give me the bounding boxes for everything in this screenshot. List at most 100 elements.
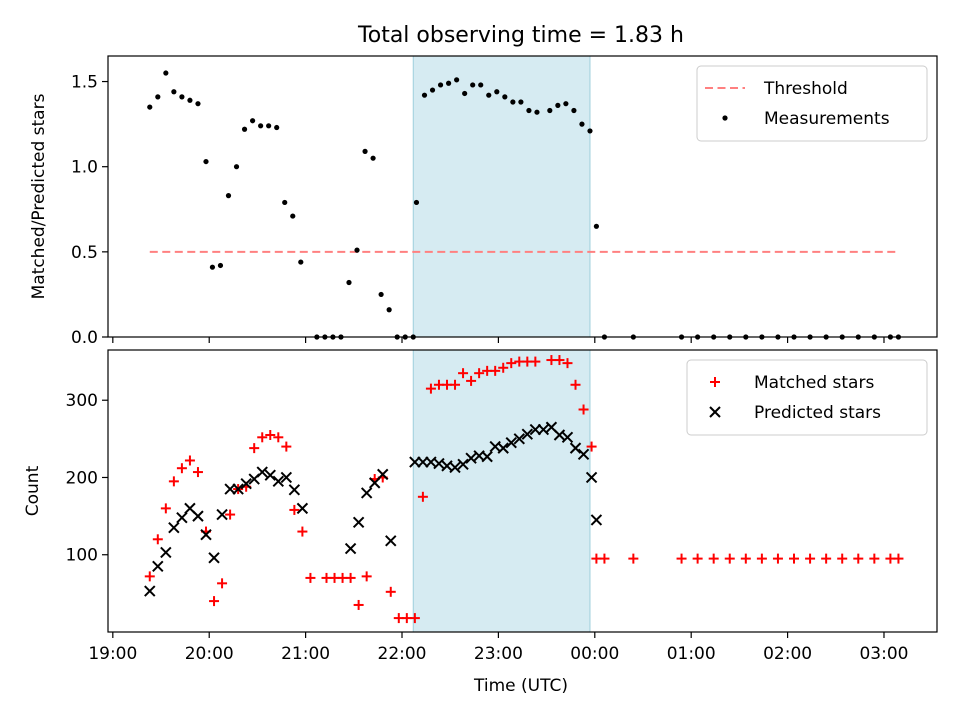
legend-label: Threshold (763, 79, 848, 99)
data-point-stroke-b (352, 516, 365, 528)
data-point-stroke-b (264, 469, 276, 481)
data-point (370, 155, 376, 161)
data-point (274, 124, 280, 131)
data-point (258, 123, 264, 129)
data-point-stroke-b (216, 508, 228, 521)
data-point (450, 379, 461, 390)
data-point-stroke-b (168, 521, 180, 534)
y-tick-label: 300 (66, 391, 98, 411)
data-point (361, 571, 372, 582)
data-point (497, 442, 509, 454)
data-point (590, 514, 603, 526)
data-point (289, 504, 300, 515)
legend-label: Matched stars (754, 373, 874, 393)
data-point (571, 107, 577, 114)
y-tick-label: 0.0 (71, 328, 98, 348)
data-point (192, 510, 204, 522)
data-point (577, 448, 590, 461)
count-panel: 100 200 300 19:00 20:00 21:00 22:00 23:00 00:00 0… (23, 349, 938, 664)
data-point (353, 599, 364, 610)
data-point (518, 99, 524, 105)
data-point (266, 123, 272, 129)
data-point (465, 452, 477, 464)
data-point (209, 596, 220, 607)
data-point (176, 463, 187, 474)
data-point (563, 101, 569, 107)
data-point (176, 511, 188, 524)
data-point (586, 441, 597, 452)
data-point (265, 429, 276, 440)
data-point (457, 458, 469, 471)
data-point (449, 461, 461, 474)
data-point (562, 358, 573, 369)
data-point (805, 553, 816, 564)
data-point (241, 126, 248, 132)
legend-swatch-stroke-b (709, 406, 721, 418)
data-point (628, 553, 639, 564)
data-point (521, 428, 534, 440)
data-point-stroke-b (537, 423, 550, 436)
data-point (184, 455, 195, 466)
data-point-stroke-b (272, 475, 285, 488)
y-tick-label: 1.0 (71, 158, 98, 178)
data-point (386, 307, 392, 313)
data-point (160, 503, 171, 514)
data-point (587, 128, 593, 134)
data-point (481, 450, 493, 463)
data-point (377, 468, 389, 481)
data-point (498, 362, 509, 373)
data-point-stroke-b (184, 502, 196, 515)
legend: Threshold Measurements (696, 65, 928, 142)
data-point (470, 82, 476, 88)
data-point (692, 553, 703, 564)
chart-title: Total observing time = 1.83 h (357, 23, 684, 48)
data-point (225, 193, 232, 199)
data-point-stroke-b (240, 477, 252, 490)
x-tick-label: 00:00 (570, 644, 619, 664)
data-point-stroke-b (561, 431, 574, 444)
data-point (837, 553, 848, 564)
data-point (192, 467, 203, 478)
data-point (506, 358, 517, 369)
data-point (297, 526, 308, 537)
data-point (232, 483, 244, 495)
data-point (147, 104, 153, 110)
data-point (144, 585, 156, 597)
data-point (478, 82, 484, 88)
data-point (561, 431, 574, 444)
data-point (152, 534, 163, 545)
y-tick-label: 100 (66, 546, 98, 566)
ratio-panel: 0.0 0.5 1.0 1.5 Matched/Predicted stars Thres… (29, 55, 938, 348)
y-axis-label: Matched/Predicted stars (29, 93, 49, 299)
data-point (433, 457, 445, 470)
data-point (869, 553, 880, 564)
data-point-stroke-b (553, 429, 566, 441)
data-point (233, 164, 240, 170)
x-tick-label: 23:00 (474, 644, 523, 664)
series-predicted-stars (144, 421, 603, 597)
data-point (437, 82, 444, 88)
data-point (305, 572, 316, 583)
data-point (569, 442, 582, 454)
legend-swatch (722, 115, 728, 121)
data-point (240, 477, 252, 490)
observing-window-span (412, 349, 591, 633)
data-point (288, 484, 301, 496)
x-tick-label: 22:00 (378, 644, 427, 664)
data-point (163, 70, 169, 76)
data-point (534, 109, 540, 115)
data-point (249, 443, 260, 454)
data-point-stroke-b (481, 450, 493, 463)
data-point-stroke-b (569, 442, 582, 454)
data-point (510, 99, 516, 105)
data-point-stroke-b (465, 452, 477, 464)
data-point (144, 571, 155, 582)
data-point (466, 375, 477, 386)
data-point (217, 578, 228, 589)
x-tick-label: 03:00 (859, 644, 908, 664)
data-point-stroke-b (280, 471, 293, 484)
data-point (208, 552, 220, 564)
data-point-stroke-b (521, 428, 534, 440)
data-point (217, 262, 224, 269)
data-point-stroke-b (457, 458, 469, 471)
